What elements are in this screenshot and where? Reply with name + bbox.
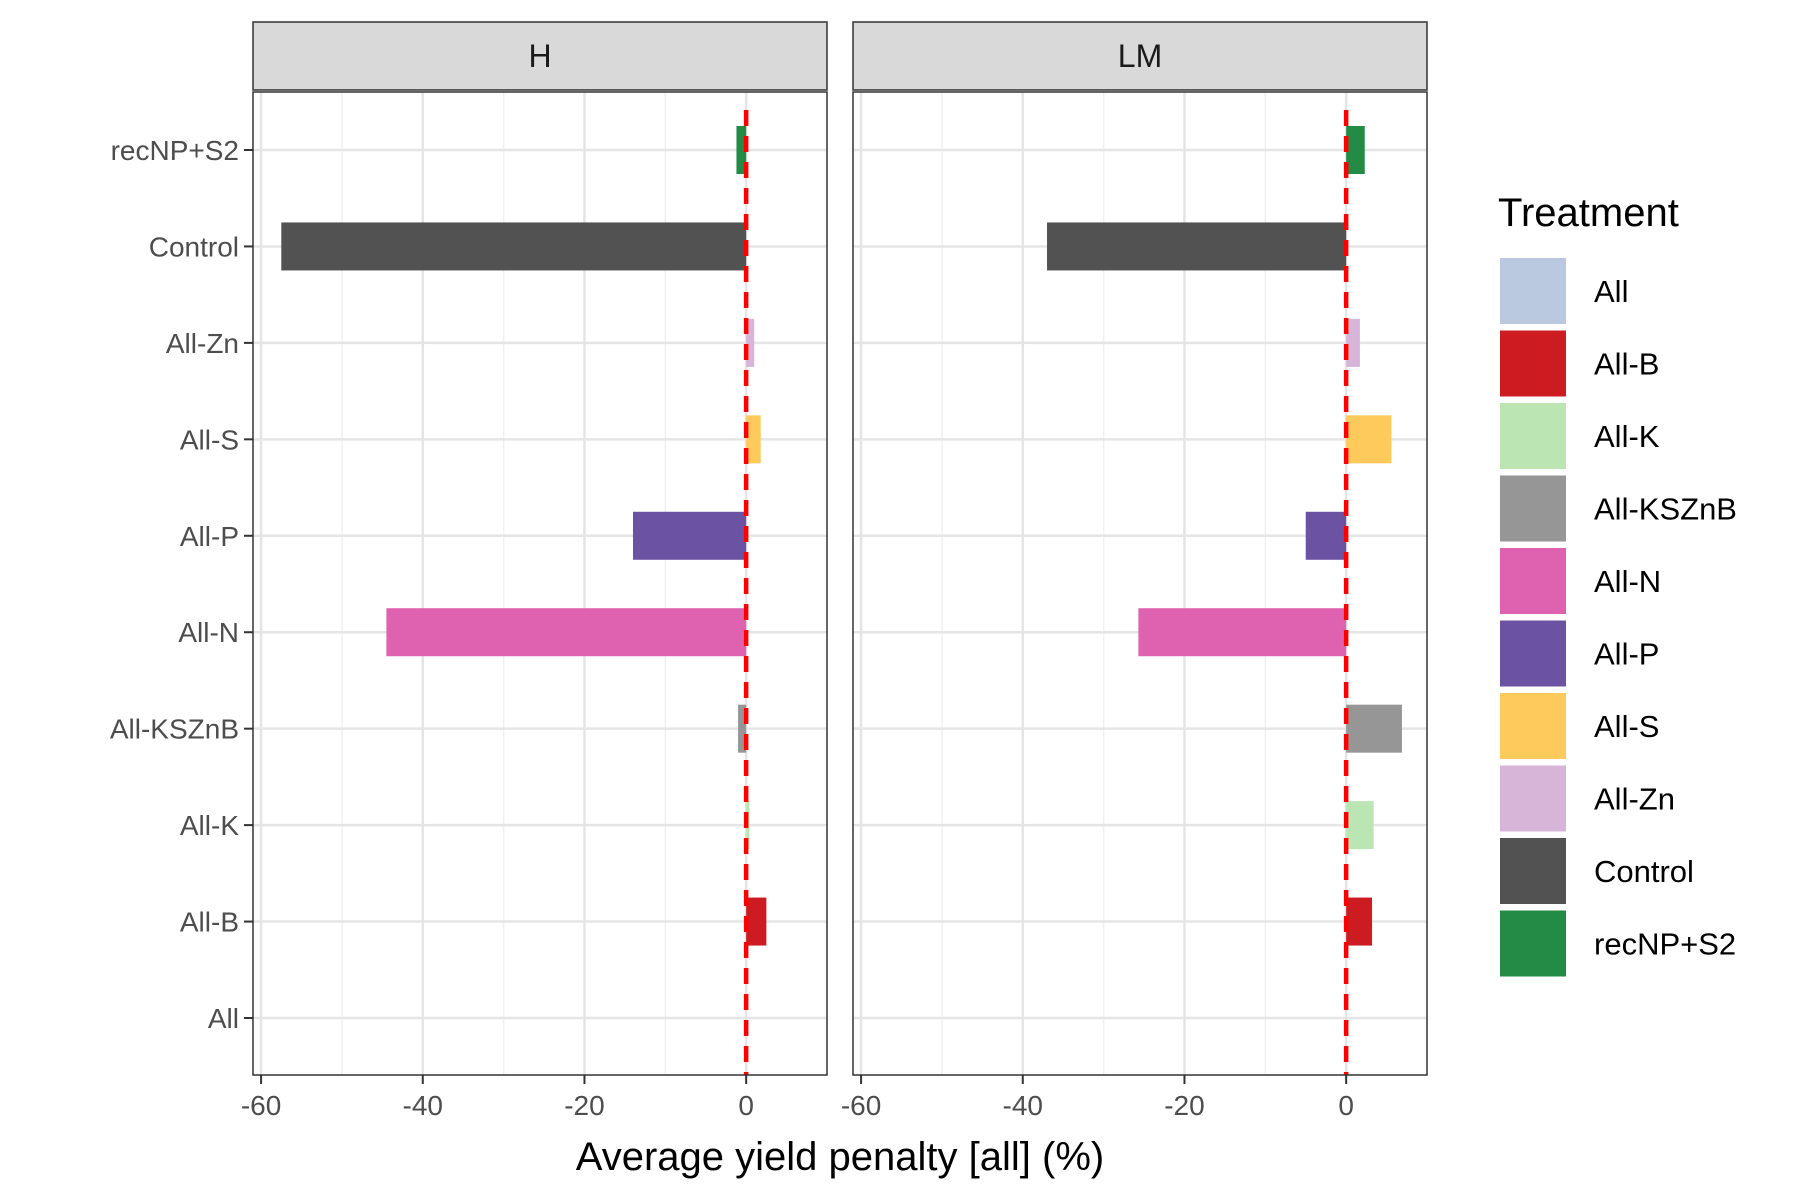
legend-label: All-K	[1594, 419, 1660, 454]
legend-key	[1500, 765, 1566, 832]
facet-strip-label: H	[528, 38, 551, 74]
bar-all-zn	[746, 318, 755, 367]
facet-strip-label: LM	[1118, 38, 1162, 74]
bar-all-n	[386, 608, 747, 657]
x-tick-label: -20	[564, 1090, 604, 1121]
legend-item: All-P	[1500, 620, 1659, 687]
legend-key	[1500, 910, 1566, 977]
facet-strip	[252, 21, 828, 91]
y-tick-label: All-N	[178, 617, 239, 648]
bar-recnp-s2	[1346, 126, 1365, 174]
bar-all-s	[746, 415, 761, 464]
x-tick-label: 0	[1338, 1090, 1354, 1121]
facet-panel-lm: LM -60 -40 -20 0	[841, 21, 1428, 1121]
legend: Treatment All All-B All-K All-KSZnB All-N All-…	[1498, 191, 1737, 977]
legend-title: Treatment	[1498, 191, 1679, 235]
x-tick-label: -20	[1164, 1090, 1204, 1121]
legend-item: Control	[1500, 838, 1694, 904]
bar-all-b	[746, 897, 767, 946]
legend-label: All-Zn	[1594, 782, 1675, 817]
bar-control	[1047, 222, 1347, 271]
legend-key	[1500, 620, 1566, 687]
y-tick-label: All-P	[180, 521, 239, 552]
legend-item: All-N	[1500, 548, 1661, 614]
panel-border	[252, 91, 828, 1076]
x-tick-label: -40	[403, 1090, 443, 1121]
x-axis-title: Average yield penalty [all] (%)	[576, 1135, 1104, 1179]
legend-label: All-B	[1594, 347, 1659, 382]
legend-key	[1500, 403, 1566, 469]
legend-label: All-P	[1594, 637, 1659, 672]
bar-control	[281, 222, 747, 271]
legend-item: All-B	[1500, 330, 1659, 397]
legend-item: All-K	[1500, 403, 1660, 469]
bar-all-zn	[1346, 318, 1360, 367]
legend-item: All-Zn	[1500, 765, 1675, 832]
y-tick-label: All-Zn	[166, 328, 239, 359]
facet-panel-h: H -60 -40 -20 0 All All-B All-K All-KSZnB All-N Al…	[110, 21, 828, 1121]
x-tick-label: -40	[1003, 1090, 1043, 1121]
legend-label: All-KSZnB	[1594, 492, 1737, 527]
legend-label: All	[1594, 274, 1628, 309]
legend-key	[1500, 475, 1566, 542]
legend-key	[1500, 838, 1566, 904]
x-tick-label: -60	[841, 1090, 881, 1121]
x-tick-label: -60	[241, 1090, 281, 1121]
legend-key	[1500, 548, 1566, 614]
y-tick-label: All-K	[180, 810, 239, 841]
y-tick-label: recNP+S2	[111, 135, 239, 166]
legend-item: All	[1500, 258, 1628, 324]
bar-all-b	[1346, 897, 1373, 946]
y-tick-label: All-S	[180, 424, 239, 455]
bar-all-n	[1138, 608, 1347, 657]
bar-all-s	[1346, 415, 1392, 464]
facet-strip	[852, 21, 1428, 91]
bar-all-p	[632, 511, 747, 560]
y-tick-label: All-B	[180, 907, 239, 938]
bar-all-k	[1346, 801, 1374, 850]
legend-item: All-KSZnB	[1500, 475, 1737, 542]
legend-label: All-N	[1594, 564, 1661, 599]
legend-key	[1500, 258, 1566, 324]
bar-all-ksznb	[1346, 704, 1402, 753]
legend-key	[1500, 330, 1566, 397]
bar-all-ksznb	[738, 704, 747, 753]
y-tick-label: Control	[149, 231, 239, 262]
legend-label: All-S	[1594, 709, 1659, 744]
y-tick-label: All	[208, 1003, 239, 1034]
y-tick-label: All-KSZnB	[110, 714, 239, 745]
legend-label: Control	[1594, 854, 1694, 889]
panel-border	[852, 91, 1428, 1076]
legend-item: All-S	[1500, 693, 1659, 759]
legend-key	[1500, 693, 1566, 759]
bar-recnp-s2	[736, 126, 747, 174]
legend-item: recNP+S2	[1500, 910, 1736, 977]
legend-label: recNP+S2	[1594, 927, 1736, 962]
bar-all-p	[1305, 511, 1347, 560]
x-tick-label: 0	[738, 1090, 754, 1121]
